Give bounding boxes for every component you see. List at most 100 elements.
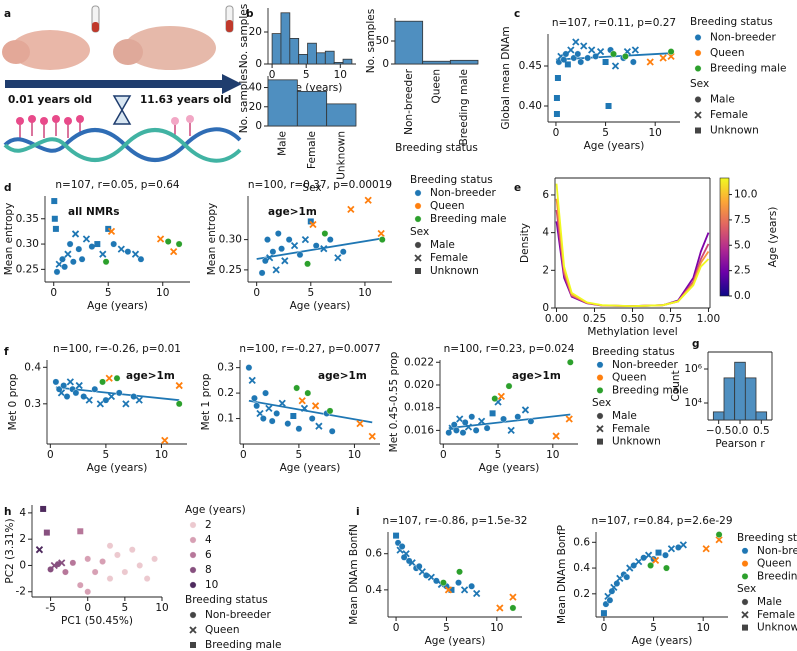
legend-title: Breeding status <box>185 594 268 606</box>
point <box>114 551 121 559</box>
x-tick-label: 10 <box>156 287 169 299</box>
point <box>326 407 334 415</box>
point <box>715 531 723 538</box>
point <box>623 573 631 581</box>
point <box>584 54 592 62</box>
trend-line <box>256 237 383 260</box>
y-axis-label: PC2 (3.31%) <box>4 518 16 583</box>
point <box>278 399 286 407</box>
panel-label: e <box>514 182 521 194</box>
point <box>130 393 138 400</box>
hourglass <box>112 95 132 125</box>
point <box>151 555 158 563</box>
panel-label: a <box>4 8 11 20</box>
point <box>496 604 504 612</box>
point <box>285 236 293 244</box>
legend-label: Non-breeder <box>710 32 777 44</box>
y-axis-label: Mean DNAm BonfN <box>348 524 360 624</box>
x-tick-label: 10 <box>697 622 710 634</box>
point <box>295 425 303 433</box>
legend-label: Non-breeder <box>205 609 272 621</box>
point <box>107 227 116 236</box>
bar <box>307 42 317 65</box>
point <box>596 47 605 56</box>
panel-label: c <box>514 8 520 20</box>
x-axis-label: Age (years) <box>87 300 148 312</box>
x-tick-label: 0.5 <box>753 425 770 437</box>
legend-marker <box>414 254 422 262</box>
point <box>489 410 496 417</box>
point <box>40 505 47 512</box>
bar <box>271 33 282 65</box>
legend-marker <box>694 34 702 41</box>
x-tick-label: Unknown <box>335 131 347 180</box>
bar <box>723 377 736 421</box>
x-tick-label: 1.00 <box>697 313 720 325</box>
annotation: age>1m <box>268 206 317 218</box>
legend-label: 2 <box>205 519 212 531</box>
point <box>245 364 253 372</box>
point <box>52 225 59 232</box>
point <box>663 564 670 572</box>
y-tick-label: 0.4 <box>24 361 41 373</box>
y-tick-label: 0 <box>382 58 389 70</box>
point <box>605 103 612 109</box>
x-tick-label: 0.00 <box>545 313 568 325</box>
point <box>356 419 364 428</box>
x-tick-label: 0 <box>84 602 91 614</box>
x-tick-label: 0.50 <box>621 313 644 325</box>
point <box>304 260 311 268</box>
point <box>66 378 74 386</box>
y-tick-label: 6 <box>542 189 549 201</box>
y-tick-label: 0 <box>255 120 262 132</box>
point <box>588 46 596 54</box>
point <box>99 250 107 258</box>
x-tick-label: 5 <box>650 622 657 634</box>
bar <box>734 361 746 421</box>
chart-title: n=100, r=0.37, p=0.00019 <box>248 179 392 191</box>
legend-marker <box>596 425 604 433</box>
point <box>308 415 316 422</box>
x-tick-label: 5 <box>495 449 502 461</box>
point <box>175 240 183 248</box>
point <box>35 546 44 554</box>
colorbar-tick-label: 10.0 <box>734 189 757 201</box>
x-tick-label: 10 <box>649 127 662 139</box>
point <box>651 556 660 564</box>
legend-marker <box>189 521 197 529</box>
point <box>99 378 106 386</box>
point <box>50 561 58 570</box>
point <box>477 417 486 425</box>
legend-label: Non-breeder <box>430 187 497 199</box>
legend-marker <box>741 560 749 567</box>
y-tick-label: 10⁶ <box>684 363 702 375</box>
panel-label: d <box>4 182 12 194</box>
legend-title: Age (years) <box>185 504 246 516</box>
legend-label: Female <box>757 609 795 621</box>
point <box>622 53 629 60</box>
legend-title: Breeding status <box>737 532 797 544</box>
legend-title: Breeding status <box>410 174 493 186</box>
point <box>444 586 453 594</box>
point <box>408 559 416 567</box>
mole-rat <box>124 26 216 70</box>
point <box>269 248 277 256</box>
legend-title: Sex <box>410 226 429 238</box>
point <box>43 529 50 536</box>
tube-blood <box>92 22 99 32</box>
point <box>715 536 723 544</box>
y-tick-label: 20 <box>249 26 262 38</box>
point <box>298 397 306 405</box>
point <box>334 254 342 262</box>
bar <box>449 59 479 65</box>
start-age: 0.01 years old <box>8 94 92 106</box>
point <box>326 236 334 244</box>
point <box>300 404 309 413</box>
legend-title: Breeding status <box>592 346 675 358</box>
y-axis-label: Density <box>519 223 531 263</box>
point <box>76 581 84 589</box>
point <box>553 95 560 101</box>
legend-marker <box>596 374 604 381</box>
legend-marker <box>414 189 422 197</box>
